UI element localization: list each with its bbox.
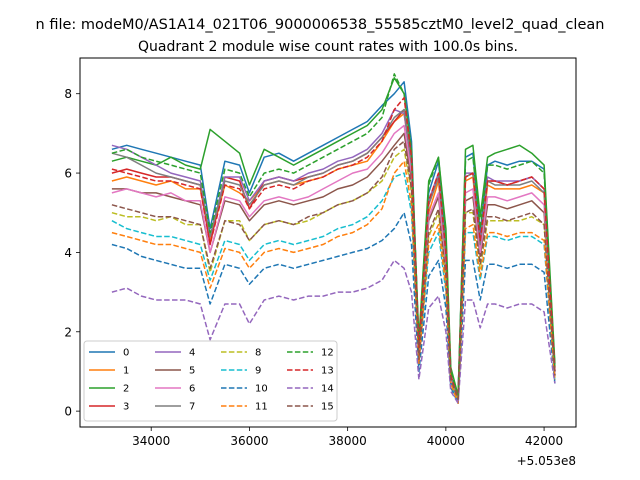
y-tick-label: 8 <box>64 87 72 101</box>
y-axis: 0 2 4 6 8 <box>64 87 80 419</box>
x-offset-text: +5.053e8 <box>517 454 576 468</box>
x-tick-label: 40000 <box>427 434 465 448</box>
legend-label-10: 10 <box>255 384 268 395</box>
x-tick-label: 42000 <box>525 434 563 448</box>
chart-title: Quadrant 2 module wise count rates with … <box>138 39 518 55</box>
series-line-13 <box>111 96 556 400</box>
legend-label-4: 4 <box>189 348 195 359</box>
legend-label-7: 7 <box>189 402 195 413</box>
axes-frame <box>79 57 577 428</box>
figure-suptitle: n file: modeM0/AS1A14_021T06_9000006538_… <box>36 17 605 33</box>
x-tick-label: 36000 <box>230 434 268 448</box>
legend-label-1: 1 <box>123 366 129 377</box>
legend-label-5: 5 <box>189 366 195 377</box>
legend-label-2: 2 <box>123 384 129 395</box>
legend-label-6: 6 <box>189 384 195 395</box>
legend-label-15: 15 <box>321 402 334 413</box>
series-line-11 <box>111 160 556 404</box>
legend-label-12: 12 <box>321 348 334 359</box>
legend-label-8: 8 <box>255 348 261 359</box>
legend-label-9: 9 <box>255 366 261 377</box>
x-axis: 34000 36000 38000 40000 42000 <box>132 427 563 448</box>
series-line-14 <box>111 259 556 404</box>
legend-label-13: 13 <box>321 366 334 377</box>
series-line-2 <box>111 77 556 397</box>
y-tick-label: 0 <box>64 405 72 419</box>
series-line-12 <box>111 73 556 397</box>
y-tick-label: 6 <box>64 167 72 181</box>
y-tick-label: 4 <box>64 246 72 260</box>
x-tick-label: 34000 <box>132 434 170 448</box>
legend-label-11: 11 <box>255 402 268 413</box>
series-line-6 <box>111 124 556 400</box>
legend-box <box>83 340 338 422</box>
legend-label-3: 3 <box>123 402 129 413</box>
legend-label-0: 0 <box>123 348 129 359</box>
series-layer <box>111 73 556 404</box>
series-line-10 <box>111 211 556 404</box>
y-tick-label: 2 <box>64 325 72 339</box>
series-line-15 <box>111 140 556 400</box>
legend-label-14: 14 <box>321 384 334 395</box>
x-tick-label: 38000 <box>329 434 367 448</box>
series-line-7 <box>111 108 556 400</box>
